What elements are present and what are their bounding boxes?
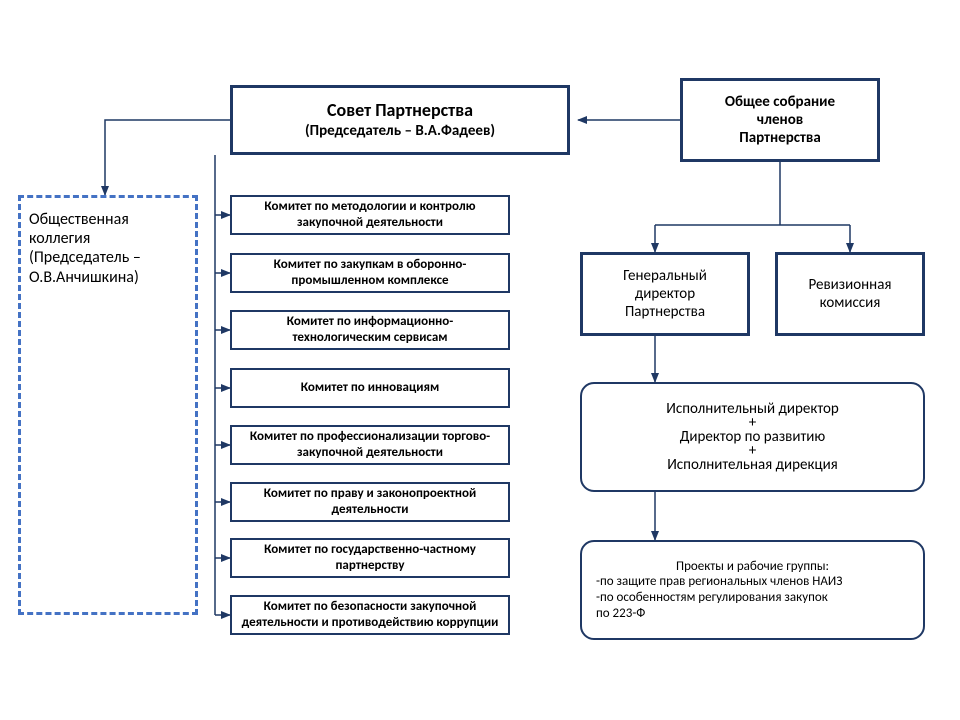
gendir-line3: Партнерства: [625, 303, 705, 321]
committee-box-1: Комитет по закупкам в оборонно-промышлен…: [230, 253, 510, 293]
gendir-line1: Генеральный: [623, 267, 707, 285]
committee-box-7: Комитет по безопасности закупочной деяте…: [230, 595, 510, 635]
committee-label: Комитет по государственно-частному партн…: [238, 542, 502, 573]
college-line2: коллегия: [29, 229, 90, 248]
box-projects: Проекты и рабочие группы: -по защите пра…: [580, 540, 925, 640]
general-line1: Общее собрание: [725, 93, 835, 111]
committee-box-3: Комитет по инновациям: [230, 368, 510, 408]
box-public-college: Общественная коллегия (Председатель – О.…: [18, 195, 198, 615]
rev-line2: комиссия: [820, 294, 881, 312]
general-line3: Партнерства: [739, 129, 820, 147]
committee-label: Комитет по информационно-технологическим…: [238, 314, 502, 345]
committee-box-2: Комитет по информационно-технологическим…: [230, 310, 510, 350]
committee-label: Комитет по профессионализации торгово-за…: [238, 429, 502, 460]
committee-label: Комитет по инновациям: [301, 380, 440, 396]
college-line4: О.В.Анчишкина): [29, 268, 139, 287]
college-line1: Общественная: [29, 210, 129, 229]
projects-b1: -по защите прав региональных членов НАИЗ: [596, 574, 842, 590]
college-line3: (Председатель –: [29, 248, 141, 267]
general-line2: членов: [757, 111, 803, 129]
council-sub: (Председатель – В.А.Фадеев): [305, 122, 495, 140]
box-council: Совет Партнерства (Председатель – В.А.Фа…: [230, 85, 570, 155]
exec-line3: Исполнительная дирекция: [667, 456, 838, 474]
box-exec-direction: Исполнительный директор + Директор по ра…: [580, 382, 925, 492]
rev-line1: Ревизионная: [809, 276, 892, 294]
projects-b2: -по особенностям регулирования закупок: [596, 590, 828, 606]
projects-title: Проекты и рабочие группы:: [676, 559, 829, 575]
box-revision-commission: Ревизионная комиссия: [775, 252, 925, 336]
box-general-director: Генеральный директор Партнерства: [580, 252, 750, 336]
committee-box-6: Комитет по государственно-частному партн…: [230, 538, 510, 578]
committee-label: Комитет по праву и законопроектной деяте…: [238, 486, 502, 517]
projects-b3: по 223-Ф: [596, 606, 645, 622]
committee-box-0: Комитет по методологии и контролю закупо…: [230, 195, 510, 235]
committee-label: Комитет по закупкам в оборонно-промышлен…: [238, 257, 502, 288]
committee-label: Комитет по методологии и контролю закупо…: [238, 199, 502, 230]
committee-box-4: Комитет по профессионализации торгово-за…: [230, 425, 510, 465]
box-general-assembly: Общее собрание членов Партнерства: [680, 78, 880, 162]
gendir-line2: директор: [635, 285, 695, 303]
committee-box-5: Комитет по праву и законопроектной деяте…: [230, 482, 510, 522]
council-title: Совет Партнерства: [327, 100, 473, 122]
committee-label: Комитет по безопасности закупочной деяте…: [238, 599, 502, 630]
